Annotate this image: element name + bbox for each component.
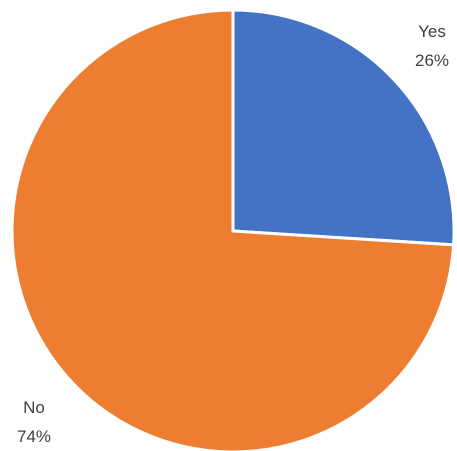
pie-slices xyxy=(10,8,456,451)
pie-slice-no xyxy=(10,8,456,451)
slice-label-yes-category: Yes xyxy=(418,22,446,41)
slice-label-yes-value: 26% xyxy=(415,51,449,70)
slice-label-no-value: 74% xyxy=(17,427,51,446)
slice-label-no-category: No xyxy=(23,398,45,417)
pie-slice-yes xyxy=(231,8,456,247)
